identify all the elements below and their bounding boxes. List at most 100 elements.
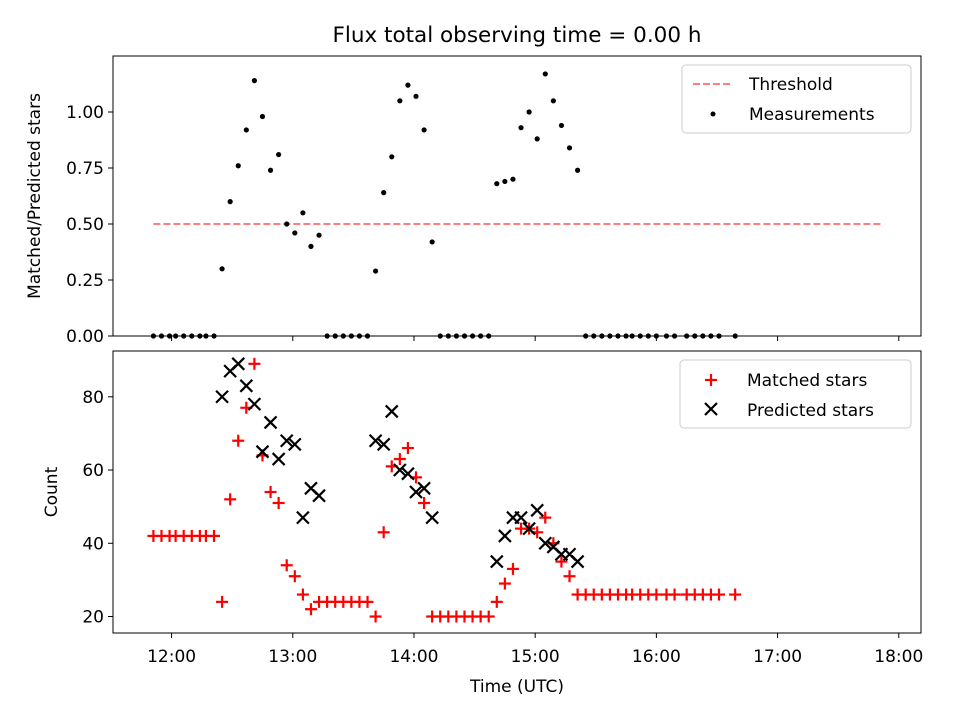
- predicted-star-point: [490, 554, 504, 569]
- predicted-star-point: [271, 452, 286, 466]
- predicted-star-point: [409, 485, 423, 499]
- measurement-point: [267, 167, 274, 173]
- measurement-point: [284, 221, 290, 227]
- measurement-point: [518, 125, 524, 131]
- measurement-point: [510, 176, 516, 182]
- matched-star-point: [248, 357, 261, 370]
- predicted-star-point: [498, 529, 512, 543]
- top-y-tick-label: 0.00: [66, 327, 104, 347]
- threshold-legend-label: Threshold: [748, 75, 833, 95]
- measurements-legend-swatch: [710, 111, 716, 117]
- measurement-point: [566, 145, 573, 151]
- bottom-y-tick-label: 60: [82, 461, 104, 481]
- measurement-point: [381, 190, 387, 196]
- measurement-point: [316, 232, 322, 238]
- predicted-star-point: [425, 510, 439, 525]
- top-axes-frame: [112, 55, 922, 337]
- x-tick-label: 15:00: [511, 647, 560, 667]
- measurement-point: [502, 178, 508, 185]
- predicted-star-point: [215, 390, 229, 404]
- matched-star-point: [280, 559, 293, 572]
- matched-star-point: [650, 588, 663, 601]
- matched-star-point: [506, 562, 519, 575]
- x-axis-label: Time (UTC): [469, 677, 564, 697]
- predicted-star-point: [522, 521, 536, 536]
- x-tick-label: 13:00: [268, 647, 317, 667]
- matched-star-point: [296, 588, 309, 601]
- matched-star-point: [539, 511, 552, 524]
- matched-star-point: [208, 529, 220, 542]
- bottom-ticks: 20 40 60 80 12:00 13:00 14:00 15:00 16:00 17:00 18…: [82, 388, 923, 667]
- matched-star-point: [401, 442, 414, 455]
- measurement-point: [308, 243, 314, 249]
- predicted-star-point: [263, 415, 278, 430]
- predicted-star-point: [255, 444, 270, 459]
- bottom-axes-frame: [112, 350, 922, 634]
- matched-legend-swatch: [705, 374, 717, 386]
- measurement-point: [542, 71, 548, 77]
- x-tick-label: 14:00: [389, 647, 438, 667]
- measurement-point: [397, 98, 403, 104]
- bottom-y-tick-label: 80: [82, 388, 104, 408]
- bottom-y-tick-label: 20: [82, 608, 104, 628]
- x-tick-label: 18:00: [874, 647, 923, 667]
- top-y-axis-label: Matched/Predicted stars: [25, 93, 45, 299]
- measurement-point: [219, 266, 225, 272]
- top-y-tick-label: 1.00: [66, 103, 104, 123]
- matched-star-point: [288, 570, 301, 583]
- measurement-point: [558, 122, 565, 129]
- matched-star-point: [729, 588, 742, 601]
- measurement-point: [235, 163, 241, 169]
- matched-star-point: [713, 588, 725, 601]
- predicted-star-point: [288, 437, 302, 452]
- predicted-star-point: [279, 433, 294, 448]
- matched-star-point: [272, 496, 285, 509]
- matched-star-point: [377, 526, 390, 539]
- measurements-legend-label: Measurements: [749, 105, 875, 125]
- matched-star-point: [482, 610, 495, 623]
- bottom-legend: Matched stars Predicted stars: [679, 359, 912, 429]
- measurement-point: [292, 230, 298, 236]
- measurement-point: [373, 268, 379, 274]
- measurement-point: [550, 98, 556, 104]
- predicted-star-point: [376, 437, 391, 452]
- measurement-point: [413, 93, 419, 99]
- matched-star-point: [555, 555, 568, 568]
- matched-star-point: [224, 493, 237, 506]
- bottom-y-tick-label: 40: [82, 534, 104, 554]
- predicted-star-point: [538, 536, 553, 551]
- matched-star-point: [498, 577, 511, 590]
- x-tick-label: 16:00: [632, 647, 681, 667]
- predicted-star-point: [296, 510, 310, 525]
- measurement-point: [421, 127, 427, 133]
- bottom-panel: 20 40 60 80 12:00 13:00 14:00 15:00 16:00 17:00 18…: [42, 350, 923, 697]
- measurement-point: [276, 151, 282, 158]
- top-ticks: 0.00 0.25 0.50 0.75 1.00: [66, 103, 900, 347]
- matched-star-point: [264, 486, 277, 498]
- measurement-point: [494, 181, 500, 187]
- matched-star-point: [304, 603, 317, 616]
- predicted-star-point: [312, 488, 326, 503]
- top-y-tick-label: 0.75: [66, 159, 104, 179]
- top-y-tick-label: 0.25: [66, 271, 104, 291]
- predicted-star-point: [530, 503, 544, 518]
- measurement-point: [243, 127, 249, 133]
- measurement-point: [526, 109, 532, 115]
- predicted-star-point: [417, 481, 431, 496]
- bottom-marks: [147, 357, 742, 623]
- measurement-point: [259, 113, 266, 120]
- predicted-legend-label: Predicted stars: [747, 401, 874, 421]
- matched-star-point: [361, 595, 374, 608]
- top-y-tick-label: 0.50: [66, 215, 104, 235]
- bottom-y-axis-label: Count: [42, 466, 62, 517]
- predicted-star-point: [393, 463, 407, 477]
- top-panel: 0.00 0.25 0.50 0.75 1.00 Matched/Predicted s…: [25, 55, 922, 347]
- matched-legend-label: Matched stars: [747, 371, 867, 391]
- x-tick-label: 17:00: [753, 647, 802, 667]
- matched-star-point: [563, 570, 576, 583]
- measurement-point: [227, 199, 233, 205]
- matched-star-point: [418, 496, 431, 509]
- measurement-point: [534, 136, 540, 142]
- measurement-point: [405, 82, 411, 88]
